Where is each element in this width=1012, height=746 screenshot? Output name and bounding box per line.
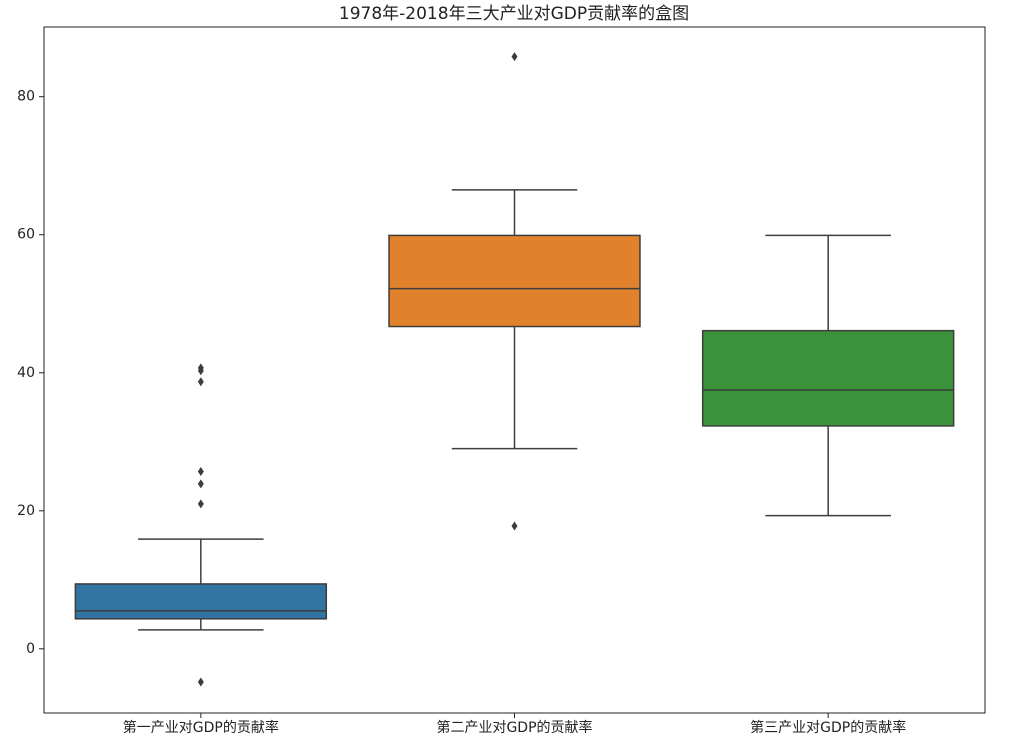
outlier <box>197 377 204 387</box>
outlier <box>511 521 518 531</box>
outlier <box>197 466 204 476</box>
y-tick-label: 60 <box>17 227 35 243</box>
box <box>74 583 328 620</box>
box <box>388 234 641 328</box>
chart-title: 1978年-2018年三大产业对GDP贡献率的盒图 <box>339 4 689 24</box>
x-tick-label: 第二产业对GDP的贡献率 <box>436 719 592 736</box>
y-tick-label: 0 <box>26 641 35 657</box>
box <box>701 329 955 427</box>
y-tick-label: 40 <box>17 365 35 381</box>
outlier <box>197 677 204 687</box>
outlier <box>197 499 204 509</box>
outlier <box>511 52 518 62</box>
outlier <box>197 363 204 373</box>
plot-frame <box>43 26 986 714</box>
x-tick-label: 第三产业对GDP的贡献率 <box>750 719 906 736</box>
y-tick-label: 20 <box>17 503 35 519</box>
outlier <box>197 479 204 489</box>
x-tick-label: 第一产业对GDP的贡献率 <box>123 719 279 736</box>
y-tick-label: 80 <box>17 89 35 105</box>
